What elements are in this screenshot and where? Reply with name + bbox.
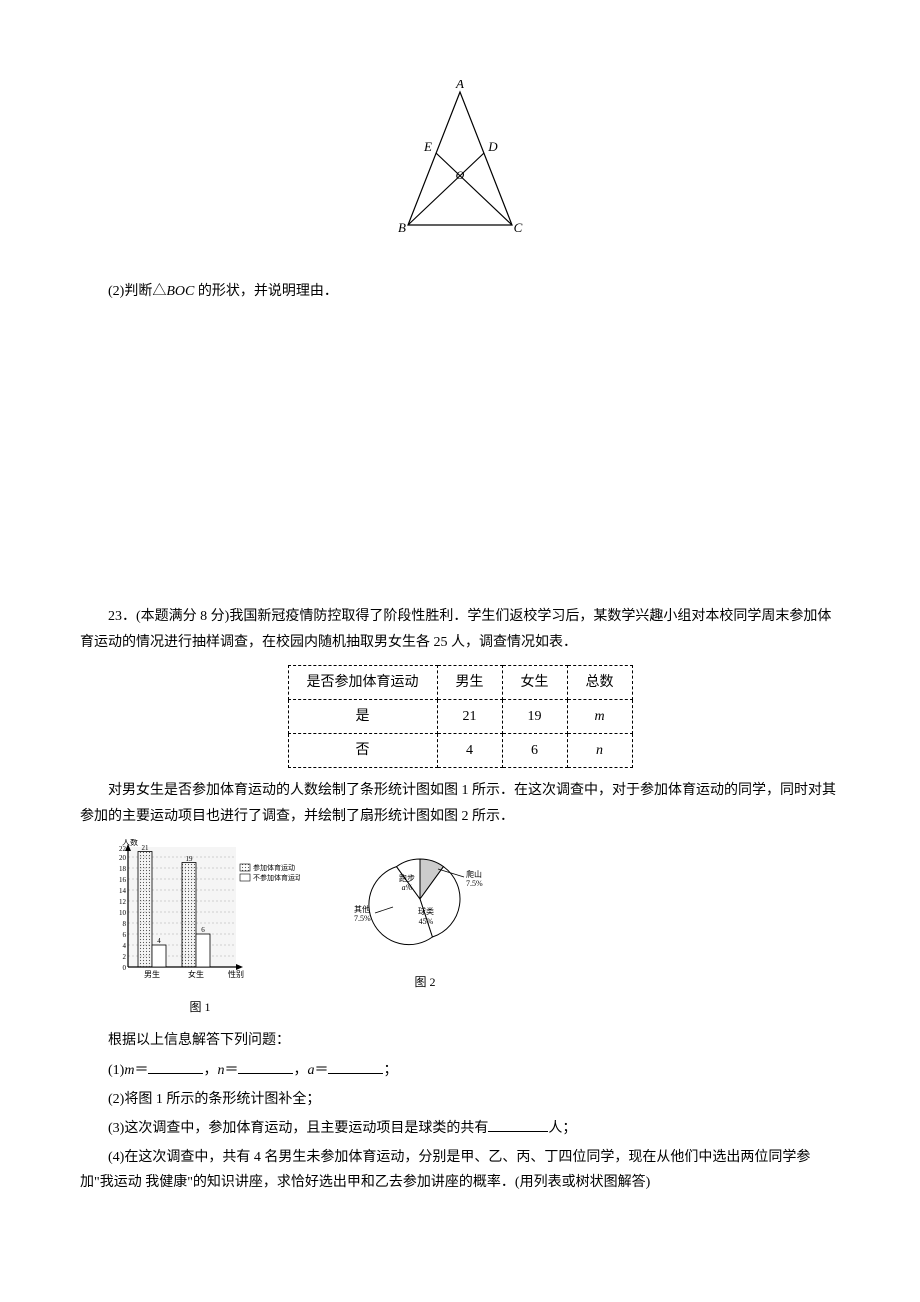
svg-text:18: 18 xyxy=(119,865,127,873)
sub1-suffix: ； xyxy=(383,1063,397,1078)
blank-m xyxy=(148,1060,203,1074)
q23-sub2: (2)将图 1 所示的条形统计图补全； xyxy=(80,1087,840,1112)
th-3: 总数 xyxy=(567,665,632,699)
svg-text:跑步: 跑步 xyxy=(399,874,415,883)
label-o: O xyxy=(456,168,465,182)
q23-prompt: 根据以上信息解答下列问题： xyxy=(80,1028,840,1053)
svg-text:8: 8 xyxy=(123,920,127,928)
legend-1: 不参加体育运动 xyxy=(253,873,300,882)
q23-intro: 23．(本题满分 8 分)我国新冠疫情防控取得了阶段性胜利．学生们返校学习后，某… xyxy=(80,604,840,654)
label-a: A xyxy=(455,80,464,91)
svg-text:2: 2 xyxy=(123,953,127,961)
charts-row: 024 6810 121416 182022 21 4 19 6 人数 男生 女… xyxy=(100,839,840,1019)
table-row: 否 4 6 n xyxy=(288,734,632,768)
legend-0: 参加体育运动 xyxy=(253,863,295,872)
blank-ball xyxy=(488,1118,548,1132)
table-row: 是 21 19 m xyxy=(288,699,632,733)
label-e: E xyxy=(423,139,432,154)
cell: 否 xyxy=(288,734,437,768)
question-2: (2)判断△BOC 的形状，并说明理由． xyxy=(80,279,840,304)
svg-text:其他: 其他 xyxy=(354,904,370,914)
triangle-figure: A B C E D O xyxy=(80,80,840,249)
cell: n xyxy=(567,734,632,768)
svg-text:爬山: 爬山 xyxy=(466,869,482,879)
cell: 6 xyxy=(502,734,567,768)
svg-text:14: 14 xyxy=(119,887,127,895)
q23-sub4: (4)在这次调查中，共有 4 名男生未参加体育运动，分别是甲、乙、丙、丁四位同学… xyxy=(80,1145,840,1195)
sub1-mid2: ，a＝ xyxy=(293,1063,328,1078)
sub1-mid1: ，n＝ xyxy=(203,1063,238,1078)
sub1-prefix: (1)m＝ xyxy=(108,1063,148,1078)
sub3-suffix: 人； xyxy=(548,1121,576,1136)
q23-sub1: (1)m＝ ，n＝ ，a＝ ； xyxy=(80,1058,840,1083)
bar-chart-svg: 024 6810 121416 182022 21 4 19 6 人数 男生 女… xyxy=(100,839,300,984)
label-b: B xyxy=(398,220,406,235)
sub3-prefix: (3)这次调查中，参加体育运动，且主要运动项目是球类的共有 xyxy=(108,1121,488,1136)
svg-text:21: 21 xyxy=(142,844,150,852)
cell: 21 xyxy=(437,699,502,733)
cell: 19 xyxy=(502,699,567,733)
q23-desc: 对男女生是否参加体育运动的人数绘制了条形统计图如图 1 所示．在这次调查中，对于… xyxy=(80,778,840,828)
cell: m xyxy=(567,699,632,733)
workspace-gap xyxy=(80,344,840,604)
svg-text:19: 19 xyxy=(186,855,194,863)
cat-1: 女生 xyxy=(188,969,204,979)
blank-n xyxy=(238,1060,293,1074)
svg-text:10: 10 xyxy=(119,909,127,917)
svg-text:4: 4 xyxy=(123,942,127,950)
svg-text:6: 6 xyxy=(201,926,205,934)
svg-text:45%: 45% xyxy=(419,917,434,926)
th-2: 女生 xyxy=(502,665,567,699)
svg-text:7.5%: 7.5% xyxy=(466,879,483,888)
label-d: D xyxy=(487,139,498,154)
label-c: C xyxy=(514,220,523,235)
bar-chart-title: 图 1 xyxy=(100,997,300,1019)
table-header-row: 是否参加体育运动 男生 女生 总数 xyxy=(288,665,632,699)
survey-table: 是否参加体育运动 男生 女生 总数 是 21 19 m 否 4 6 n xyxy=(288,665,633,769)
triangle-svg: A B C E D O xyxy=(380,80,540,240)
svg-text:6: 6 xyxy=(123,931,127,939)
cell: 是 xyxy=(288,699,437,733)
pie-chart-svg: 跑步 a% 爬山 7.5% 球类 45% 其他 7.5% xyxy=(350,839,500,959)
svg-text:球类: 球类 xyxy=(418,906,434,916)
th-0: 是否参加体育运动 xyxy=(288,665,437,699)
pie-chart-wrap: 跑步 a% 爬山 7.5% 球类 45% 其他 7.5% 图 2 xyxy=(350,839,500,994)
svg-text:20: 20 xyxy=(119,854,127,862)
svg-text:4: 4 xyxy=(157,937,161,945)
x-axis-label: 性别 xyxy=(228,969,244,979)
bar-chart-wrap: 024 6810 121416 182022 21 4 19 6 人数 男生 女… xyxy=(100,839,300,1019)
svg-text:7.5%: 7.5% xyxy=(354,914,371,923)
svg-text:16: 16 xyxy=(119,876,127,884)
svg-text:a%: a% xyxy=(402,883,413,892)
svg-text:12: 12 xyxy=(119,898,127,906)
blank-a xyxy=(328,1060,383,1074)
cell: 4 xyxy=(437,734,502,768)
cat-0: 男生 xyxy=(144,969,160,979)
q23-sub3: (3)这次调查中，参加体育运动，且主要运动项目是球类的共有 人； xyxy=(80,1116,840,1141)
pie-chart-title: 图 2 xyxy=(350,972,500,994)
svg-text:0: 0 xyxy=(123,964,127,972)
th-1: 男生 xyxy=(437,665,502,699)
y-axis-label: 人数 xyxy=(122,839,138,847)
